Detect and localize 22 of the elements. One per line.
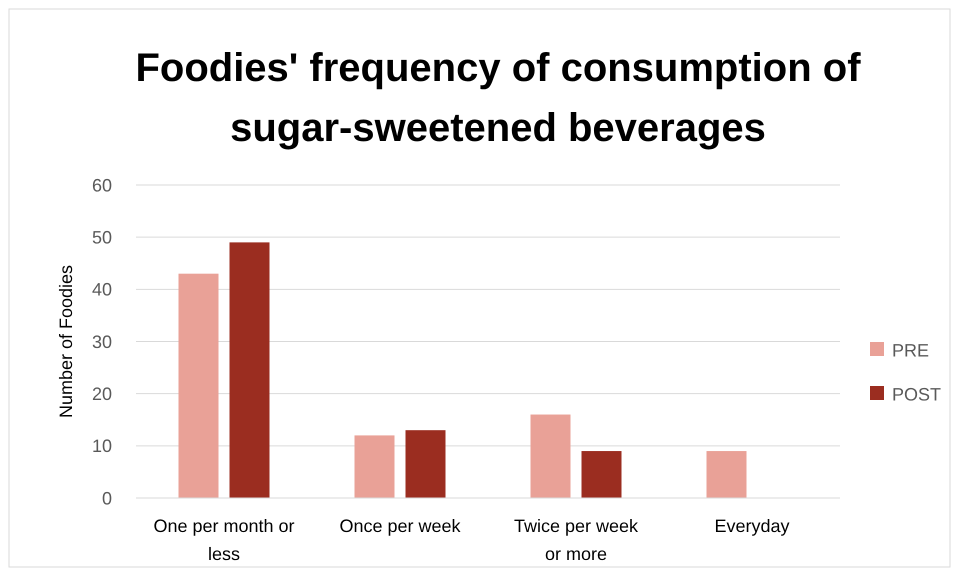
chart-title: Foodies' frequency of consumption of sugar-sweetened beverages — [135, 46, 862, 150]
y-tick-label: 40 — [92, 280, 112, 300]
bar — [582, 451, 622, 498]
legend-label: POST — [892, 384, 942, 404]
bar — [530, 414, 570, 498]
bar — [178, 274, 218, 498]
x-tick-label: Everyday — [714, 516, 790, 536]
bar — [706, 451, 746, 498]
y-tick-label: 30 — [92, 332, 112, 352]
x-tick-label: Twice per week or more — [514, 516, 640, 564]
bar — [230, 242, 270, 498]
y-tick-label: 50 — [92, 227, 112, 248]
x-tick-label: One per month or less — [153, 516, 295, 564]
y-axis-title: Number of Foodies — [56, 264, 76, 418]
bar — [354, 435, 394, 498]
bar — [406, 430, 446, 498]
y-tick-label: 60 — [92, 175, 112, 196]
y-tick-label: 0 — [102, 488, 112, 508]
y-tick-label: 10 — [92, 436, 112, 456]
legend-label: PRE — [892, 340, 930, 360]
x-tick-label: Once per week — [339, 516, 462, 536]
y-tick-label: 20 — [92, 384, 112, 404]
